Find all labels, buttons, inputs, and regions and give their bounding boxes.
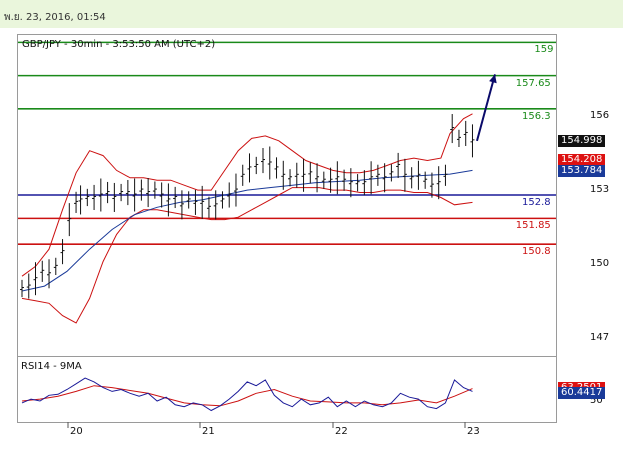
y-tick-0: 147 [590, 331, 610, 343]
x-tick-3: 23 [467, 426, 480, 437]
x-tick-0: 20 [70, 426, 83, 437]
x-tick-2: 22 [335, 426, 348, 437]
rsi-y-tick-0: 50 [590, 394, 603, 406]
date-label: พ.ย. 23, 2016, 01:54 [4, 12, 106, 23]
rsi-title: RSI14 - 9MA [21, 361, 82, 372]
x-tick-1: 21 [202, 426, 215, 437]
top-bar: พ.ย. 23, 2016, 01:54 [0, 0, 623, 28]
chart-frame [17, 34, 557, 423]
moving-average [21, 169, 473, 292]
panel-separator [17, 356, 557, 357]
y-tick-3: 156 [590, 110, 610, 122]
level-label-3: 152.8 [522, 197, 551, 208]
y-tick-1: 150 [590, 257, 610, 269]
chart-title: GBP/JPY - 30min - 3:53:50 AM (UTC+2) [22, 39, 216, 50]
bollinger-lower [21, 187, 473, 324]
level-label-5: 150.8 [522, 246, 551, 258]
level-label-4: 151.85 [515, 220, 551, 232]
rsi-tag-1: 60.4417 [558, 387, 606, 399]
price-tag-1: 154.208 [558, 154, 606, 167]
price-tag-0: 154.998 [558, 134, 606, 147]
price-tag-2: 153.784 [558, 164, 606, 177]
projection-arrowhead [489, 74, 497, 84]
rsi-line [21, 377, 473, 412]
y-tick-2: 153 [590, 184, 610, 196]
level-label-0: 159 [534, 44, 554, 56]
level-label-2: 156.3 [522, 110, 551, 122]
projection-arrow [476, 74, 496, 142]
rsi-ma-line [21, 385, 473, 407]
level-label-1: 157.65 [515, 77, 551, 89]
